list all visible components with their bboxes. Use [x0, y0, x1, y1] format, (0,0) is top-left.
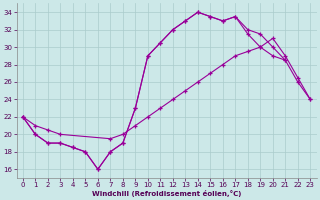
X-axis label: Windchill (Refroidissement éolien,°C): Windchill (Refroidissement éolien,°C): [92, 190, 241, 197]
